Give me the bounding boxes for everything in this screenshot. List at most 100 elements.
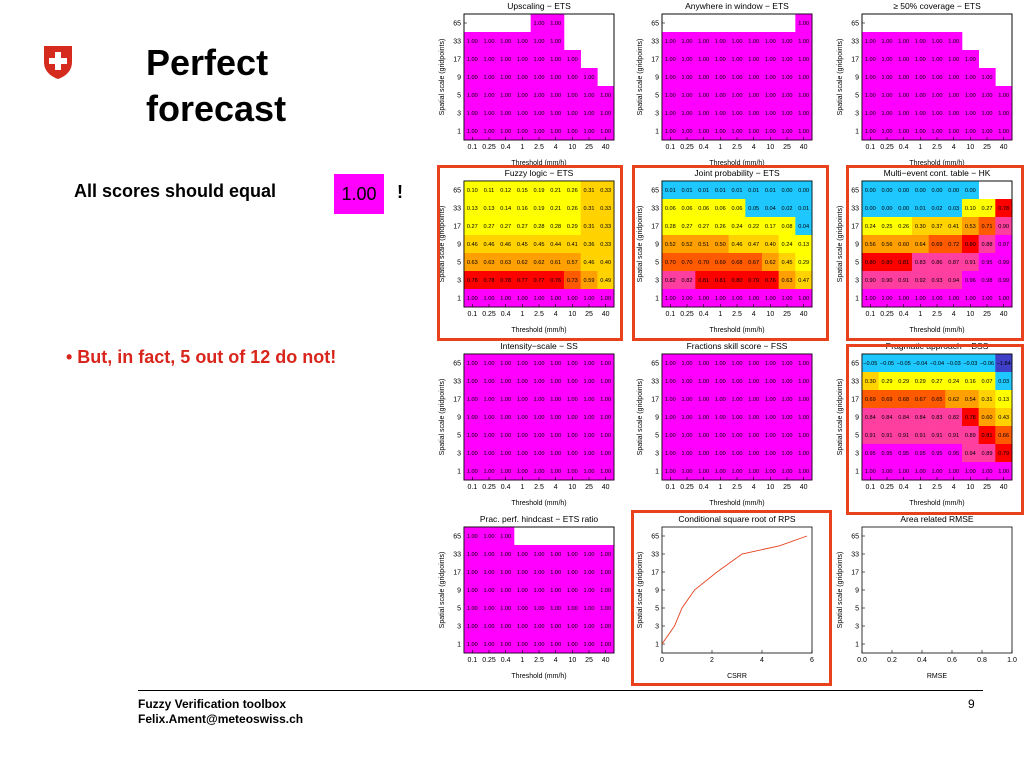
heatmap-cell <box>928 444 946 463</box>
cell-value-label: 0.31 <box>584 224 595 230</box>
cell-value-label: 1.00 <box>500 379 511 385</box>
x-tick-label: 4 <box>554 484 558 491</box>
heatmap-cell <box>862 408 879 427</box>
cell-value-label: 1.00 <box>467 552 478 558</box>
cell-value-label: 0.63 <box>484 260 495 266</box>
y-tick-label: 1 <box>855 469 859 476</box>
heatmap-cell <box>662 50 679 69</box>
cell-value-label: 1.00 <box>965 111 976 117</box>
heatmap-cell <box>530 545 548 564</box>
heatmap-cell <box>662 289 679 308</box>
heatmap-cell <box>945 235 963 254</box>
heatmap-cell <box>480 408 498 427</box>
cell-value-label: 0.83 <box>915 260 926 266</box>
heatmap-cell <box>962 426 979 445</box>
chart-title: Prac. perf. hindcast − ETS ratio <box>480 514 599 524</box>
cell-value-label: −0.04 <box>913 361 927 367</box>
heatmap-cell <box>497 635 515 654</box>
cell-value-label: 0.90 <box>998 224 1009 230</box>
y-tick-label: 3 <box>655 451 659 458</box>
cell-value-label: 1.00 <box>500 451 511 457</box>
heatmap-cell <box>480 426 498 445</box>
heatmap-cell <box>480 32 498 51</box>
heatmap-cell <box>530 354 548 373</box>
heatmap-cell <box>795 408 813 427</box>
cell-value-label: 1.00 <box>732 39 743 45</box>
chart-upscaling-ets: Upscaling − ETS 65 33 17 9 5 3 1 Spatial scale (… <box>434 0 626 168</box>
heatmap-cell <box>712 217 729 236</box>
cell-value-label: 1.00 <box>567 588 578 594</box>
cell-value-label: 1.00 <box>500 296 511 302</box>
cell-value-label: 1.00 <box>748 469 759 475</box>
cell-value-label: 1.00 <box>584 379 595 385</box>
heatmap-cell <box>530 599 548 618</box>
cell-value-label: 0.69 <box>715 260 726 266</box>
heatmap-cell <box>762 68 779 87</box>
heatmap-cell <box>912 253 929 272</box>
cell-value-label: 1.00 <box>998 129 1009 135</box>
cell-value-label: 0.01 <box>915 206 926 212</box>
cell-value-label: 1.00 <box>600 361 611 367</box>
heatmap-cell <box>862 122 879 141</box>
cell-value-label: 1.00 <box>600 606 611 612</box>
heatmap-cell <box>678 253 696 272</box>
heatmap-cell <box>580 68 598 87</box>
heatmap-cell <box>530 408 548 427</box>
cell-value-label: 1.00 <box>915 296 926 302</box>
cell-value-label: 1.00 <box>765 397 776 403</box>
heatmap-cell <box>995 104 1013 123</box>
cell-value-label: 1.00 <box>982 296 993 302</box>
heatmap-cell <box>662 354 679 373</box>
cell-value-label: 0.22 <box>748 224 759 230</box>
cell-value-label: 0.45 <box>534 242 545 248</box>
cell-value-label: 1.00 <box>798 451 809 457</box>
cell-value-label: 1.00 <box>584 296 595 302</box>
heatmap-cell <box>962 122 979 141</box>
cell-value-label: 1.00 <box>715 451 726 457</box>
heatmap-cell <box>912 68 929 87</box>
cell-value-label: 1.00 <box>748 296 759 302</box>
heatmap-cell <box>678 68 696 87</box>
heatmap-cell <box>928 271 946 290</box>
cell-value-label: 1.00 <box>915 57 926 63</box>
x-tick-label: 1 <box>918 484 922 491</box>
heatmap-cell <box>962 289 979 308</box>
cell-value-label: 1.00 <box>567 93 578 99</box>
cell-value-label: 0.77 <box>534 278 545 284</box>
plot-frame <box>861 526 1013 654</box>
heatmap-cell <box>712 444 729 463</box>
chart-title: Fractions skill score − FSS <box>687 341 788 351</box>
x-tick-label: 10 <box>766 311 774 318</box>
cell-value-label: 1.00 <box>898 57 909 63</box>
cell-value-label: 1.00 <box>600 433 611 439</box>
heatmap-cell <box>945 444 963 463</box>
heatmap-cell <box>945 426 963 445</box>
heatmap-cell <box>464 235 481 254</box>
cell-value-label: 0.91 <box>882 433 893 439</box>
cell-value-label: 0.04 <box>765 206 776 212</box>
cell-value-label: 1.00 <box>500 433 511 439</box>
heatmap-cell <box>464 444 481 463</box>
heatmap-cell <box>945 181 963 200</box>
cell-value-label: 1.00 <box>998 111 1009 117</box>
cell-value-label: 1.00 <box>715 397 726 403</box>
cell-value-label: 1.00 <box>600 296 611 302</box>
cell-value-label: 0.67 <box>915 397 926 403</box>
y-tick-label: 33 <box>851 552 859 559</box>
heatmap-cell <box>945 217 963 236</box>
heatmap-cell <box>728 253 746 272</box>
cell-value-label: 0.25 <box>882 224 893 230</box>
x-axis-label: Threshold (mm/h) <box>511 500 566 507</box>
heatmap-cell <box>928 390 946 409</box>
heatmap-cell <box>895 235 913 254</box>
cell-value-label: 0.91 <box>948 433 959 439</box>
cell-value-label: 1.00 <box>665 296 676 302</box>
cell-value-label: 1.00 <box>550 39 561 45</box>
cell-value-label: 1.00 <box>698 361 709 367</box>
cell-value-label: 0.33 <box>600 242 611 248</box>
heatmap-cell <box>712 372 729 391</box>
cell-value-label: 1.00 <box>715 93 726 99</box>
cell-value-label: 1.00 <box>765 93 776 99</box>
cell-value-label: 1.00 <box>484 606 495 612</box>
y-tick-label: 17 <box>851 57 859 64</box>
